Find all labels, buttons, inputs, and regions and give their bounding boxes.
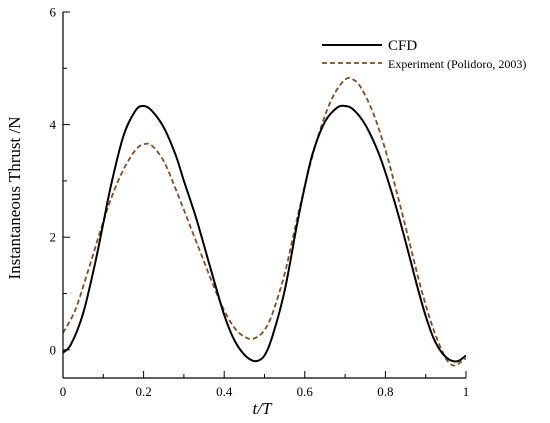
x-tick-label: 0.6 <box>297 384 314 399</box>
y-tick-label: 2 <box>50 230 57 245</box>
series-layer <box>63 77 466 367</box>
legend-label: CFD <box>388 38 417 54</box>
y-tick-label: 0 <box>50 342 57 357</box>
experiment-series-line <box>63 77 466 367</box>
legend: CFD Experiment (Polidoro, 2003) <box>322 38 526 71</box>
x-tick-label: 0.4 <box>216 384 233 399</box>
cfd-series-line <box>63 104 466 363</box>
y-axis-title: Instantaneous Thrust /N <box>5 116 24 279</box>
x-tick-label: 1 <box>463 384 470 399</box>
y-tick-label: 6 <box>50 5 57 20</box>
y-tick-label: 4 <box>50 117 57 132</box>
legend-label: Experiment (Polidoro, 2003) <box>388 57 526 71</box>
ticks-layer: 0 0.2 0.4 0.6 0.8 1 0 2 4 6 <box>50 5 470 400</box>
x-tick-label: 0.8 <box>377 384 393 399</box>
x-tick-label: 0.2 <box>135 384 151 399</box>
x-axis-title: t/T <box>253 399 273 418</box>
x-tick-label: 0 <box>60 384 67 399</box>
